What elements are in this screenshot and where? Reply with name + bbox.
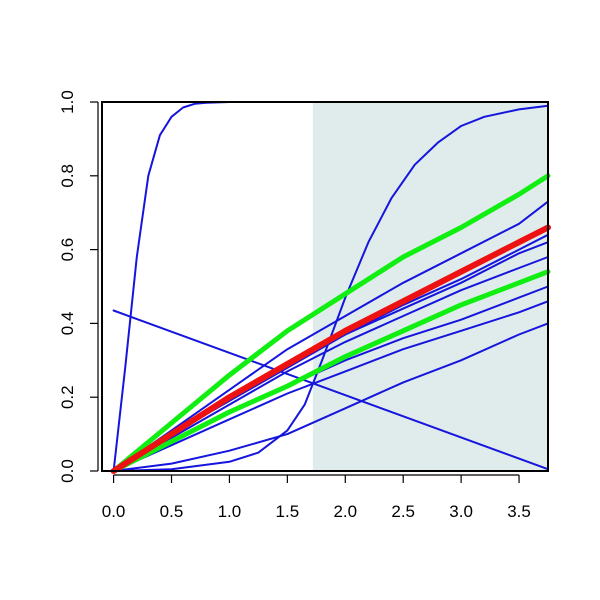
axes-group: 0.0 0.5 1.0 1.5 2.0 2.5 3.0 3.5 0.0 0.2 0.4 0.6 0.8 1… xyxy=(58,90,531,521)
x-tick-label: 3.0 xyxy=(449,502,473,521)
y-tick-label: 0.0 xyxy=(58,459,77,483)
x-tick-label: 0.5 xyxy=(160,502,184,521)
series-line-11 xyxy=(111,173,551,474)
series-line-2 xyxy=(112,104,549,472)
series-line-12 xyxy=(111,269,551,474)
plot-frame xyxy=(101,101,549,472)
x-tick-label: 3.5 xyxy=(507,502,531,521)
x-tick-label: 1.5 xyxy=(276,502,300,521)
x-tick-label: 1.0 xyxy=(218,502,242,521)
x-tick-label: 0.0 xyxy=(102,502,126,521)
series-line-4 xyxy=(112,200,549,472)
series-group xyxy=(110,101,551,474)
series-line-3 xyxy=(112,309,549,471)
series-line-7 xyxy=(112,256,549,472)
y-tick-label: 0.4 xyxy=(58,312,77,336)
y-tick-label: 1.0 xyxy=(58,90,77,114)
y-tick-label: 0.8 xyxy=(58,164,77,188)
x-tick-label: 2.0 xyxy=(333,502,357,521)
y-tick-label: 0.2 xyxy=(58,385,77,409)
series-line-9 xyxy=(112,300,549,472)
y-tick-label: 0.6 xyxy=(58,238,77,262)
x-tick-label: 2.5 xyxy=(391,502,415,521)
series-line-13 xyxy=(110,224,551,474)
series-line-10 xyxy=(112,322,549,472)
